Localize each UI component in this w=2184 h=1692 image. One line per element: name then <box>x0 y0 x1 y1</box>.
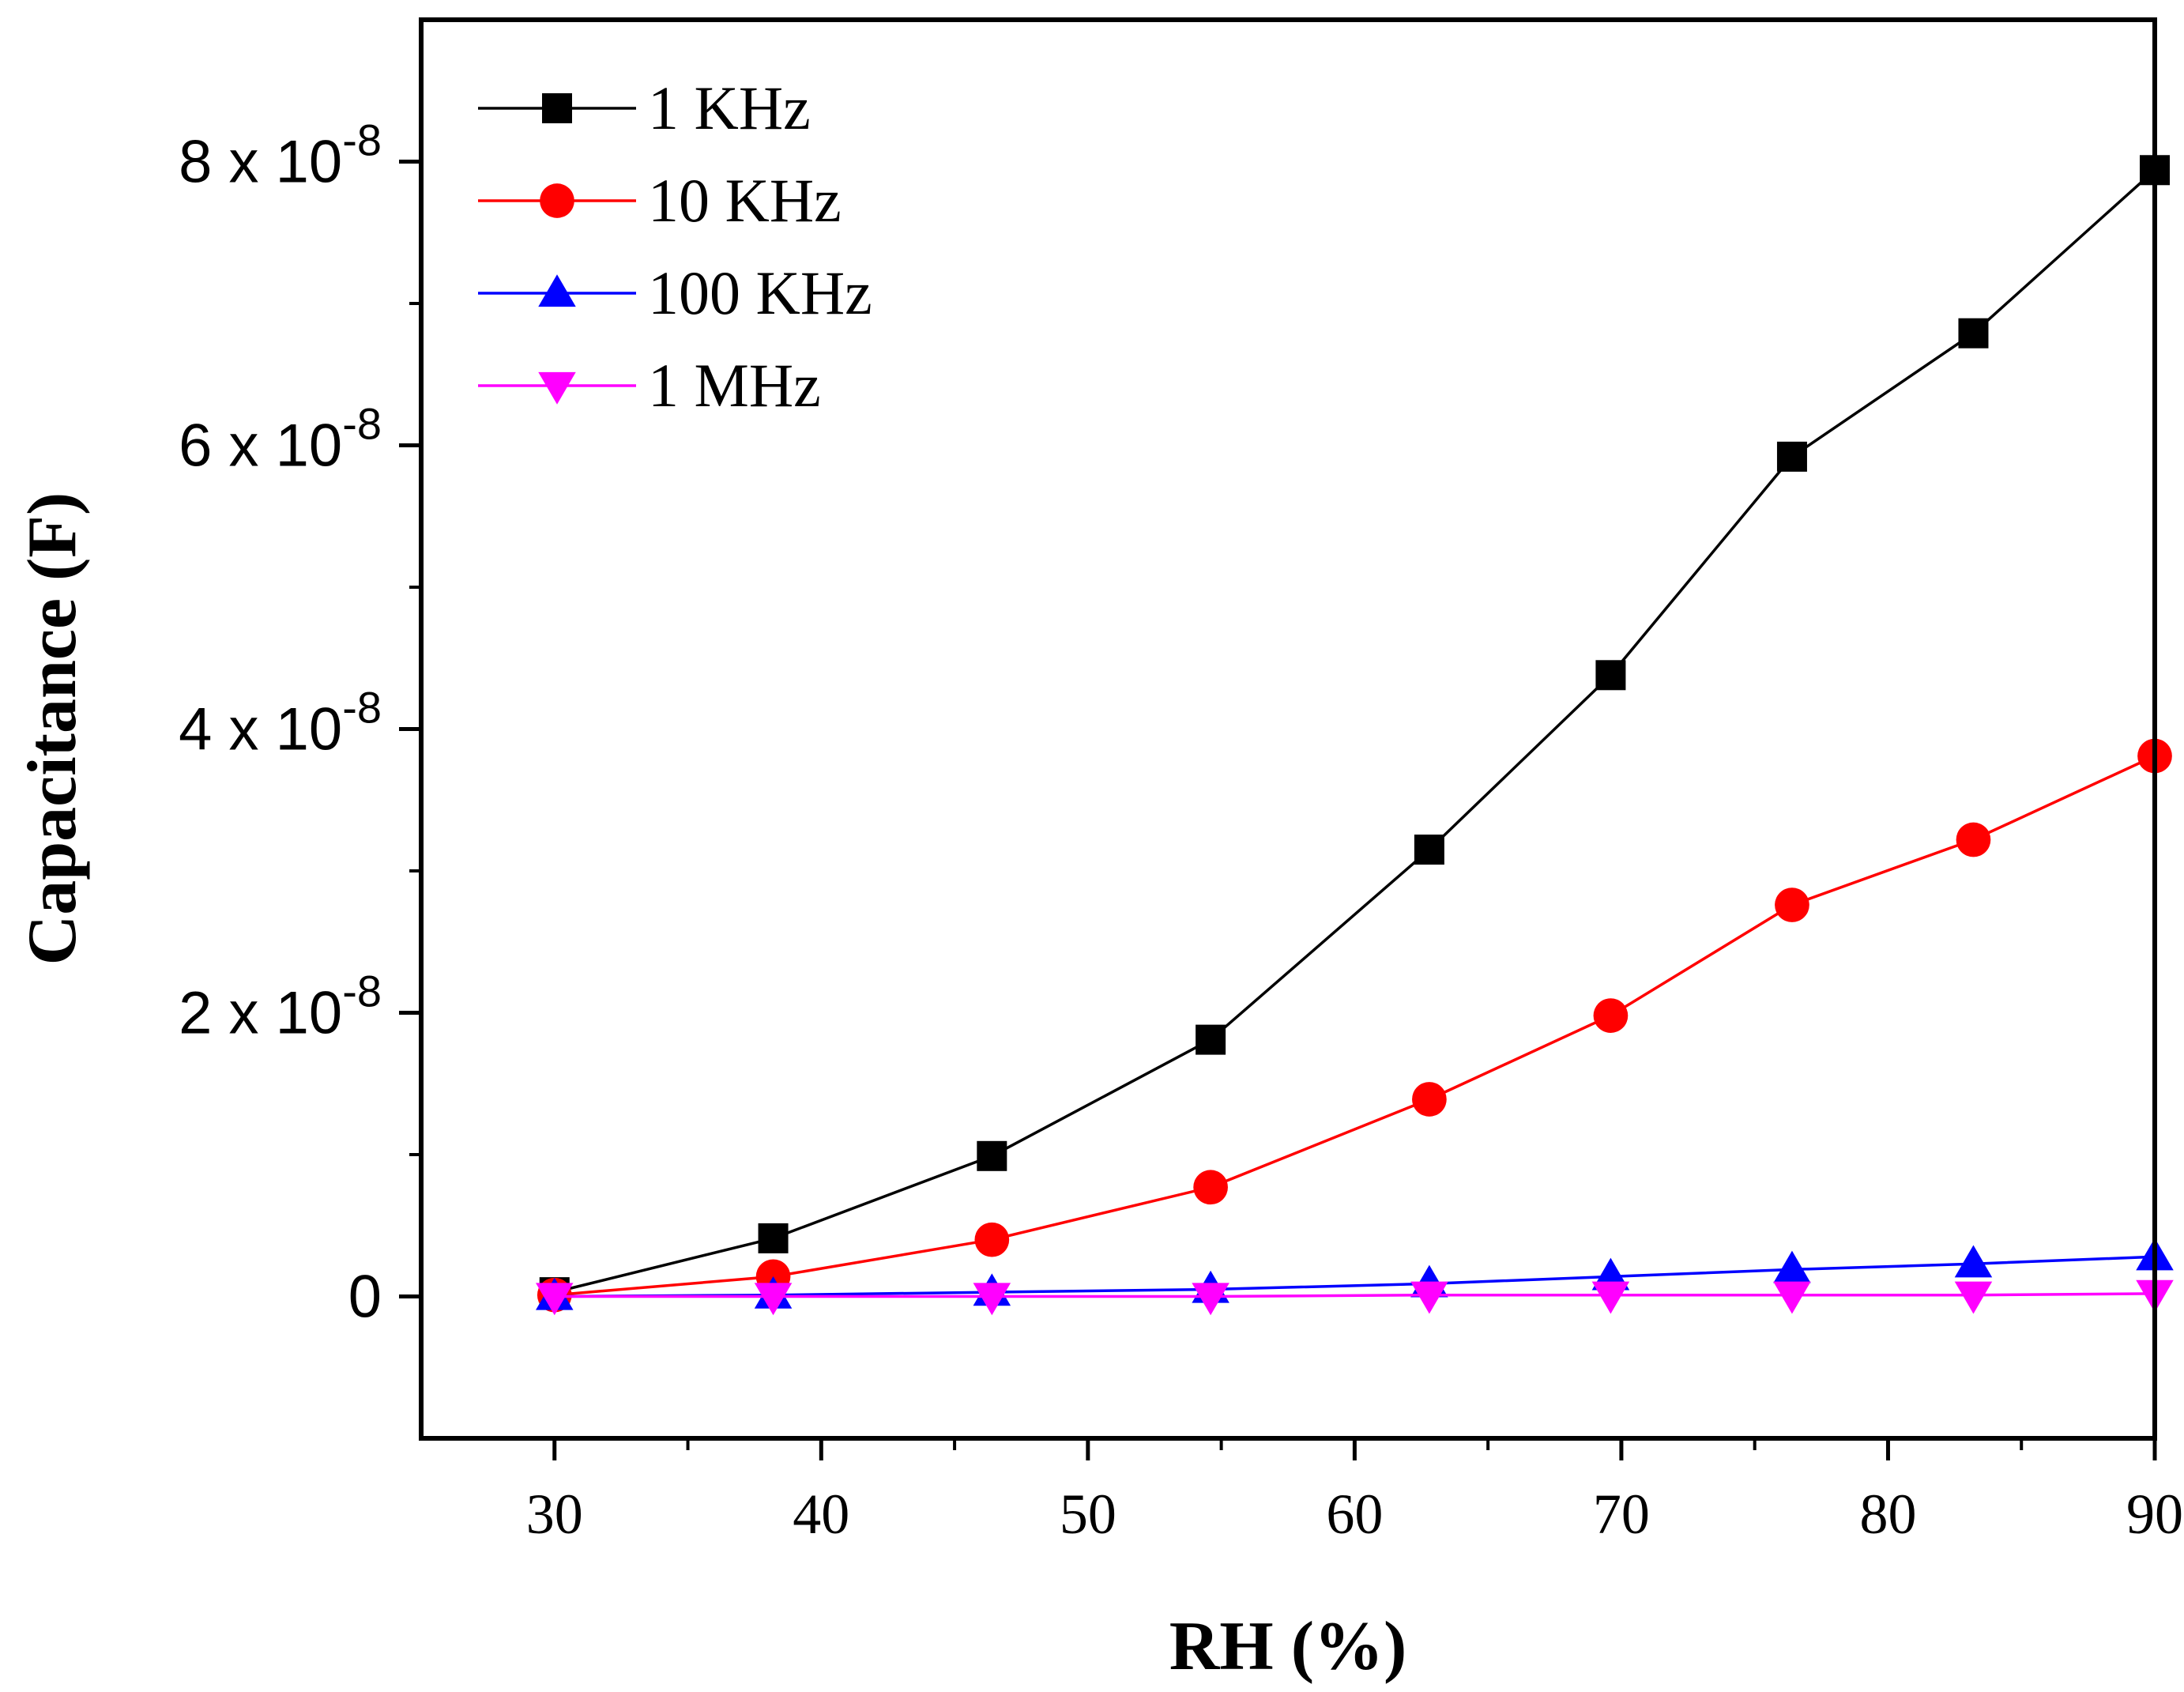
data-point-100-khz <box>1773 1250 1811 1283</box>
y-axis-ticks: 02 x 10-84 x 10-86 x 10-88 x 10-8 <box>179 115 421 1331</box>
y-axis-title: Capacitance (F) <box>14 492 91 966</box>
x-tick-label: 70 <box>1593 1483 1650 1546</box>
data-point-10-khz <box>1593 998 1629 1033</box>
y-tick-exponent: -8 <box>342 399 382 449</box>
legend-label: 1 MHz <box>648 351 821 420</box>
y-tick-mantissa: 8 x 10 <box>179 129 342 196</box>
legend-label: 1 KHz <box>648 73 811 142</box>
y-tick-mantissa: 6 x 10 <box>179 413 342 480</box>
y-tick-label: 4 x 10-8 <box>179 683 382 763</box>
data-point-1-mhz <box>1192 1283 1229 1316</box>
legend-marker-1-khz <box>542 93 572 123</box>
legend-item-100-khz: 100 KHz <box>478 258 872 327</box>
legend-marker-10-khz <box>540 183 574 218</box>
legend-label: 100 KHz <box>648 258 872 327</box>
x-axis-ticks: 30 40 50 60 70 80 90 <box>526 1438 2183 1546</box>
x-tick-label: 50 <box>1060 1483 1116 1546</box>
y-tick-exponent: -8 <box>342 115 382 165</box>
legend-marker-1-mhz <box>538 371 576 405</box>
data-point-10-khz <box>1412 1082 1447 1117</box>
legend-item-1-khz: 1 KHz <box>478 73 811 142</box>
x-tick-label: 90 <box>2126 1483 2183 1546</box>
data-point-10-khz <box>1775 887 1809 922</box>
y-tick-label: 2 x 10-8 <box>179 967 382 1047</box>
legend-marker-100-khz <box>538 274 576 307</box>
x-tick-label: 60 <box>1326 1483 1383 1546</box>
data-point-1-khz <box>1958 318 1989 349</box>
y-tick-label: 6 x 10-8 <box>179 399 382 480</box>
legend-item-10-khz: 10 KHz <box>478 166 842 235</box>
y-tick-label: 8 x 10-8 <box>179 115 382 196</box>
legend-item-1-mhz: 1 MHz <box>478 351 821 420</box>
y-tick-exponent: -8 <box>342 683 382 733</box>
series-layer <box>536 155 2174 1316</box>
data-point-1-khz <box>758 1223 789 1253</box>
data-point-1-khz <box>1776 441 1807 472</box>
x-tick-label: 80 <box>1859 1483 1916 1546</box>
data-point-1-mhz <box>1410 1281 1448 1314</box>
data-point-1-khz <box>1595 660 1626 691</box>
data-point-1-mhz <box>1773 1281 1811 1314</box>
data-point-1-khz <box>1414 835 1444 865</box>
data-point-1-mhz <box>973 1283 1011 1316</box>
x-axis-title: RH (%) <box>1169 1608 1407 1685</box>
data-point-1-mhz <box>754 1283 793 1316</box>
data-point-100-khz <box>1954 1245 1993 1278</box>
data-point-10-khz <box>1193 1170 1228 1205</box>
series-1-mhz <box>536 1279 2174 1316</box>
data-point-1-mhz <box>536 1283 574 1316</box>
y-tick-exponent: -8 <box>342 967 382 1016</box>
data-point-1-mhz <box>1591 1281 1630 1314</box>
data-point-10-khz <box>974 1222 1010 1257</box>
data-point-1-khz <box>1196 1024 1226 1055</box>
legend: 1 KHz 10 KHz 100 KHz 1 MHz <box>478 73 872 420</box>
data-point-1-mhz <box>1954 1281 1993 1314</box>
y-tick-mantissa: 2 x 10 <box>179 980 342 1047</box>
data-point-1-khz <box>977 1140 1007 1171</box>
y-tick-mantissa: 4 x 10 <box>179 696 342 763</box>
x-tick-label: 30 <box>526 1483 583 1546</box>
y-tick-label: 0 <box>348 1264 382 1331</box>
data-point-10-khz <box>1956 822 1991 857</box>
legend-label: 10 KHz <box>648 166 842 235</box>
x-tick-label: 40 <box>793 1483 849 1546</box>
